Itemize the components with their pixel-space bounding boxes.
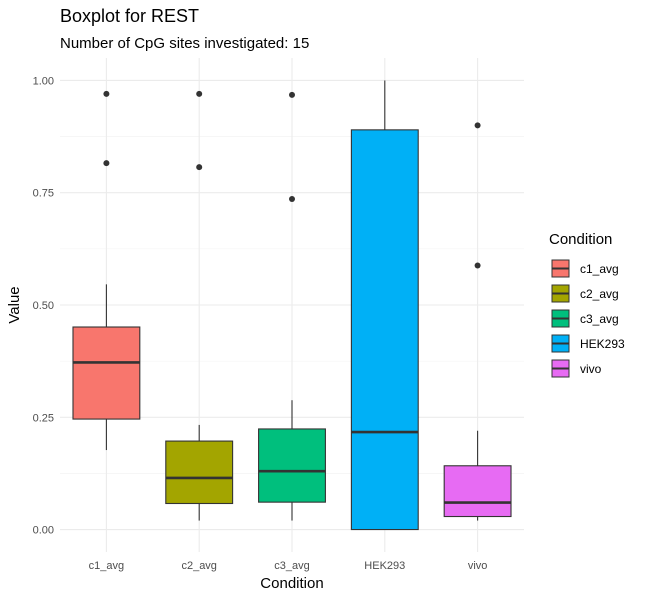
y-tick-label: 0.75 [33, 188, 54, 200]
box-c2_avg [165, 90, 234, 521]
outlier-point [103, 90, 110, 97]
legend-key-c1_avg: c1_avg [551, 259, 619, 278]
y-tick-label: 0.50 [33, 300, 54, 312]
legend-key-c3_avg: c3_avg [551, 309, 619, 328]
legend-label: HEK293 [580, 337, 625, 351]
outlier-point [289, 91, 295, 98]
outlier-point [103, 160, 110, 167]
legend-title: Condition [549, 231, 612, 248]
legend-label: c2_avg [580, 287, 619, 301]
outlier-point [474, 262, 481, 269]
outlier-point [196, 90, 203, 97]
legend-key-vivo: vivo [551, 359, 602, 378]
outlier-point [474, 122, 481, 129]
legend-label: vivo [580, 362, 602, 376]
y-tick-label: 1.00 [33, 75, 54, 87]
outlier-point [196, 164, 203, 171]
chart-title: Boxplot for REST [60, 6, 199, 26]
legend-key-HEK293: HEK293 [551, 334, 625, 353]
y-axis-ticks: 0.00 0.25 0.50 0.75 1.00 [33, 75, 54, 536]
boxes-layer [72, 80, 512, 531]
x-tick-label: c3_avg [274, 560, 309, 572]
box-HEK293 [350, 80, 419, 531]
y-axis-title: Value [6, 286, 23, 323]
box-body [258, 428, 326, 503]
box-c3_avg [258, 91, 326, 521]
x-axis-title: Condition [260, 575, 323, 592]
box-c1_avg [72, 90, 141, 451]
chart-subtitle: Number of CpG sites investigated: 15 [60, 35, 309, 52]
box-body [72, 326, 141, 420]
outlier-point [289, 196, 295, 203]
y-tick-label: 0.25 [33, 412, 54, 424]
x-axis-ticks: c1_avg c2_avg c3_avg HEK293 vivo [89, 560, 488, 572]
x-tick-label: c2_avg [181, 560, 216, 572]
x-tick-label: vivo [468, 560, 488, 572]
legend-key-c2_avg: c2_avg [551, 284, 619, 303]
legend: Condition c1_avg c2_avg c3_avg HEK293 vivo [549, 231, 625, 378]
box-body [165, 440, 234, 505]
box-vivo [443, 122, 512, 521]
box-body [443, 465, 512, 518]
legend-label: c1_avg [580, 262, 619, 276]
legend-label: c3_avg [580, 312, 619, 326]
y-tick-label: 0.00 [33, 525, 54, 537]
box-body [350, 129, 419, 531]
x-tick-label: HEK293 [364, 560, 405, 572]
x-tick-label: c1_avg [89, 560, 124, 572]
